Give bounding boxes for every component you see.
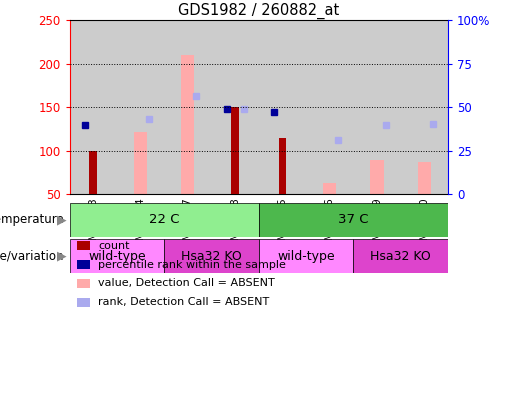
Text: rank, Detection Call = ABSENT: rank, Detection Call = ABSENT bbox=[98, 297, 269, 307]
Text: genotype/variation: genotype/variation bbox=[0, 249, 64, 263]
Bar bbox=[323, 183, 336, 194]
Bar bbox=[77, 260, 90, 269]
Text: temperature: temperature bbox=[0, 213, 64, 226]
Bar bbox=[117, 20, 164, 194]
Text: wild-type: wild-type bbox=[88, 249, 146, 263]
Text: ▶: ▶ bbox=[57, 213, 67, 226]
Text: 37 C: 37 C bbox=[338, 213, 369, 226]
Bar bbox=[306, 20, 353, 194]
Bar bbox=[164, 239, 259, 273]
Text: 22 C: 22 C bbox=[149, 213, 179, 226]
Bar bbox=[353, 239, 448, 273]
Bar bbox=[70, 239, 164, 273]
Bar bbox=[70, 20, 117, 194]
Bar bbox=[370, 160, 384, 194]
Bar bbox=[418, 162, 431, 194]
Text: ▶: ▶ bbox=[57, 249, 67, 263]
Bar bbox=[259, 202, 448, 237]
Bar bbox=[279, 138, 286, 194]
Bar bbox=[77, 298, 90, 307]
Bar bbox=[134, 132, 147, 194]
Bar bbox=[164, 20, 212, 194]
Bar bbox=[259, 239, 353, 273]
Text: value, Detection Call = ABSENT: value, Detection Call = ABSENT bbox=[98, 279, 274, 288]
Bar bbox=[77, 279, 90, 288]
Bar bbox=[401, 20, 448, 194]
Bar bbox=[231, 107, 239, 194]
Bar bbox=[181, 55, 195, 194]
Bar bbox=[353, 20, 401, 194]
Bar bbox=[77, 241, 90, 250]
Text: Hsa32 KO: Hsa32 KO bbox=[370, 249, 431, 263]
Bar bbox=[90, 151, 97, 194]
Title: GDS1982 / 260882_at: GDS1982 / 260882_at bbox=[178, 3, 339, 19]
Text: Hsa32 KO: Hsa32 KO bbox=[181, 249, 242, 263]
Bar bbox=[259, 20, 306, 194]
Text: count: count bbox=[98, 241, 129, 251]
Bar bbox=[70, 202, 259, 237]
Text: wild-type: wild-type bbox=[277, 249, 335, 263]
Bar bbox=[212, 20, 259, 194]
Text: percentile rank within the sample: percentile rank within the sample bbox=[98, 260, 286, 269]
